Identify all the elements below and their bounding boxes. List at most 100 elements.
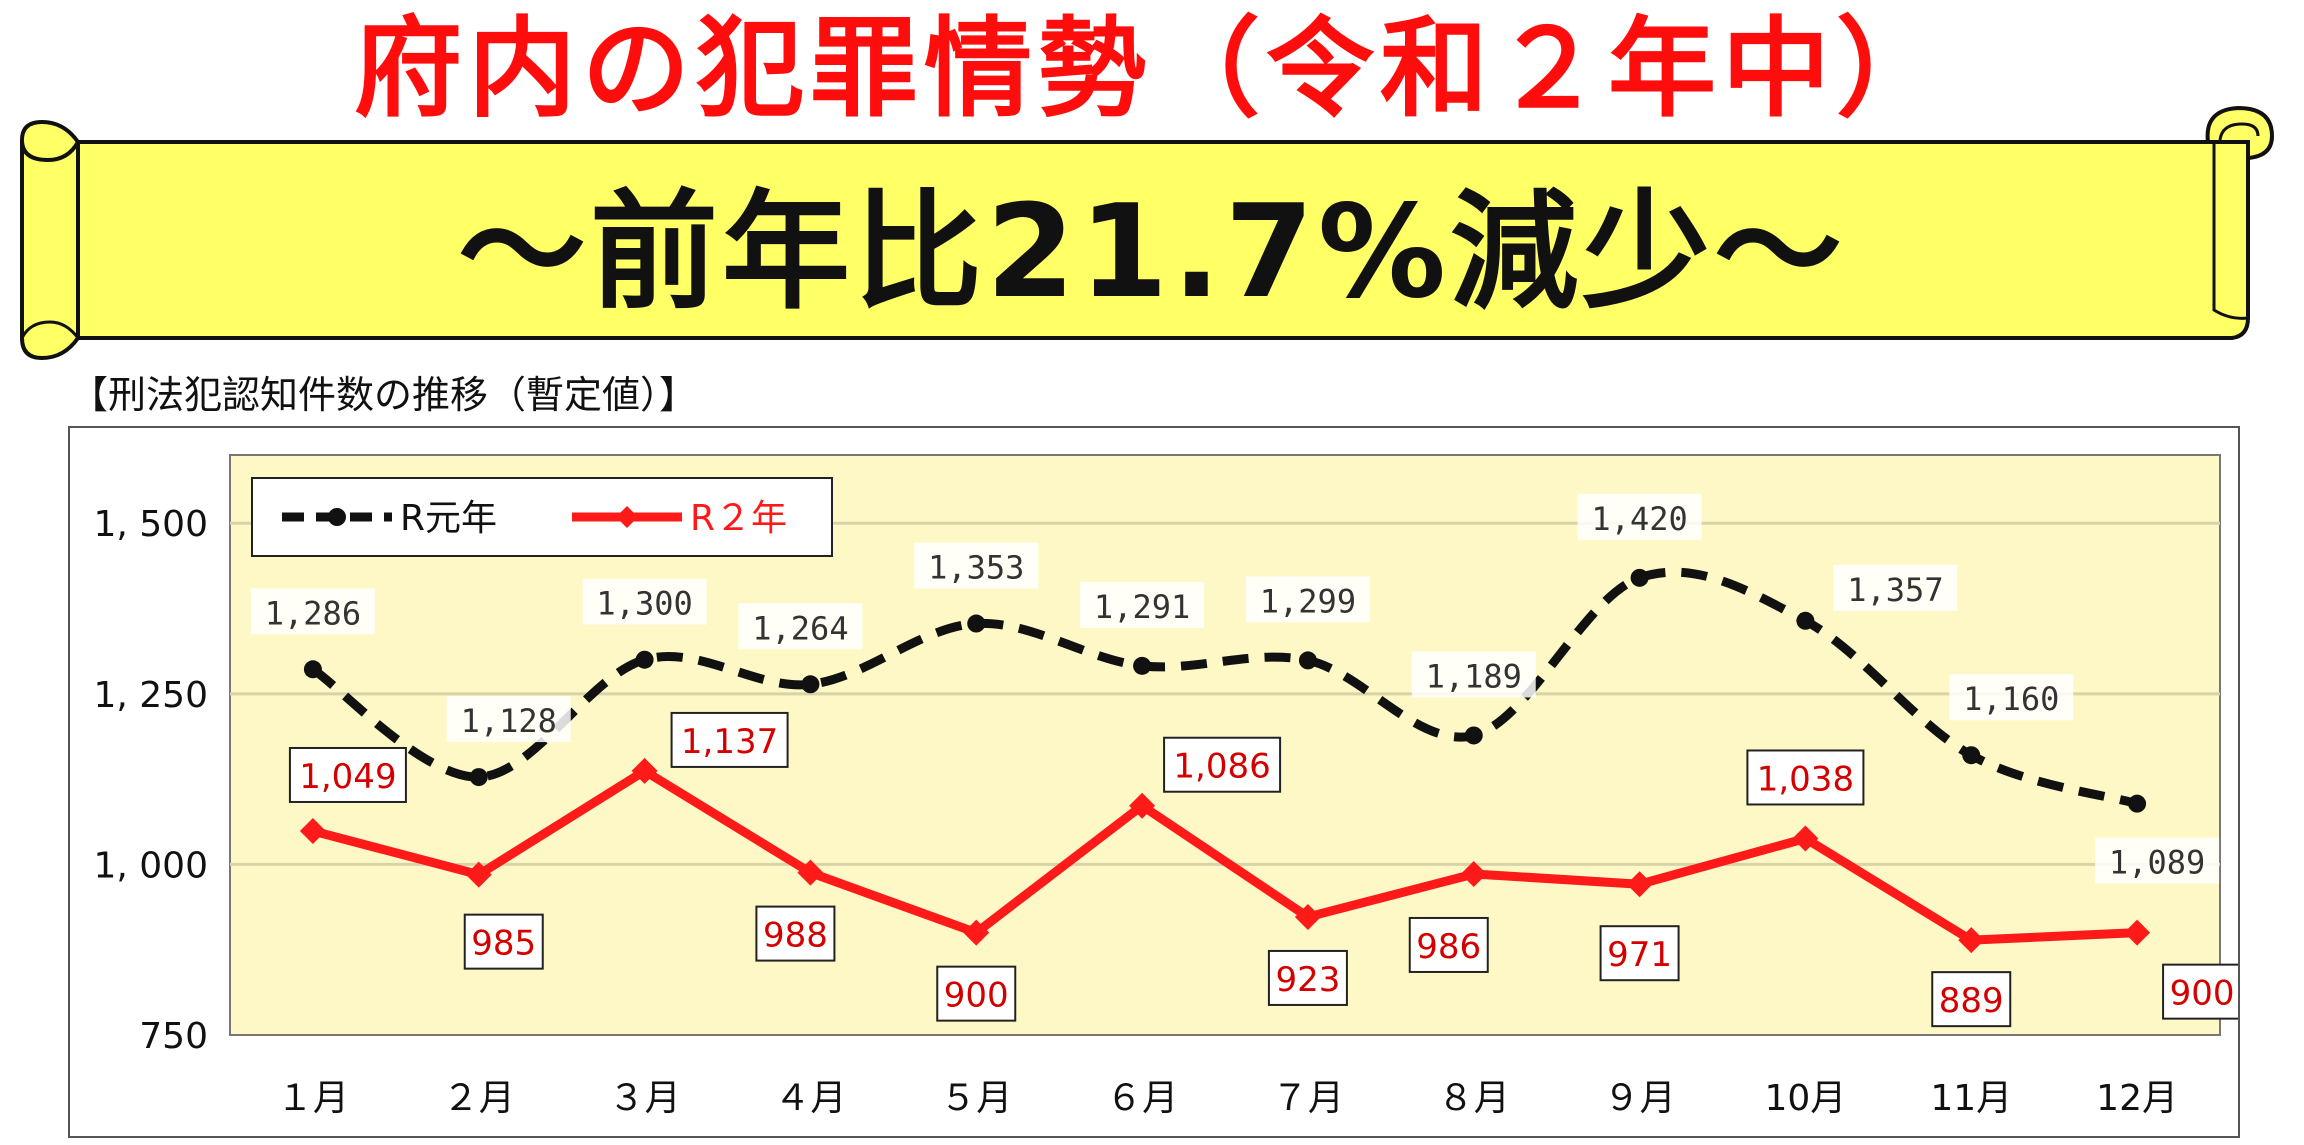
series-r2-label-box xyxy=(1408,916,1489,973)
series-r2-label-box xyxy=(755,905,836,962)
series-r2-data-label: 1,049 xyxy=(299,757,396,797)
series-r1-data-label: 1,264 xyxy=(752,609,848,647)
chart-frame: 750 1, 000 1, 250 1, 500 １月 ２月 ３月 ４月 ５月 ６月 ７月 ８月 ９月 1… xyxy=(68,426,2240,1138)
series-r1-point xyxy=(801,675,820,694)
series-r1-point xyxy=(635,650,654,669)
series-r1-label-bg xyxy=(738,603,863,650)
series-r1-point xyxy=(1298,651,1317,670)
series-r2-point xyxy=(1626,871,1653,898)
series-r1-point xyxy=(469,768,488,787)
series-r2-data-label: 1,137 xyxy=(681,722,778,762)
series-r1-point xyxy=(1464,726,1483,745)
series-r1-data-label: 1,089 xyxy=(2109,844,2205,882)
chart-subtitle: 【刑法犯認知件数の推移（暫定値）】 xyxy=(70,373,698,417)
series-r2-point xyxy=(1129,792,1156,819)
series-r1-point xyxy=(1796,611,1815,630)
x-tick-label: ７月 xyxy=(1272,1078,1344,1119)
x-tick-label: ６月 xyxy=(1106,1078,1178,1119)
series-r1-label-bg xyxy=(250,588,375,635)
series-r1-data-label: 1,300 xyxy=(596,585,692,623)
series-r2-point xyxy=(299,817,326,844)
series-r1-label-bg xyxy=(1245,576,1370,623)
series-r1-label-bg xyxy=(1949,674,2074,721)
series-r2-point xyxy=(1294,903,1321,930)
series-r2-data-label: 985 xyxy=(471,924,536,964)
series-r2-point xyxy=(465,861,492,888)
series-r1-line xyxy=(310,567,2139,809)
series-r2-data-label: 889 xyxy=(1939,981,2004,1021)
series-r2-label-box xyxy=(288,746,407,803)
x-tick-label: ９月 xyxy=(1604,1078,1676,1119)
series-r1-data-label: 1,353 xyxy=(928,549,1024,587)
series-r2-label-box xyxy=(1746,749,1865,806)
y-tick-label: 1, 000 xyxy=(93,845,208,886)
series-r1-label-bg xyxy=(1411,651,1536,698)
x-tick-label: ４月 xyxy=(774,1078,846,1119)
series-r1-label-bg xyxy=(446,696,571,743)
series-r1-data-label: 1,299 xyxy=(1260,582,1356,620)
series-r2-data-label: 1,038 xyxy=(1757,759,1854,799)
x-tick-label: ３月 xyxy=(609,1078,681,1119)
series-r2-data-label: 900 xyxy=(944,976,1009,1016)
series-r2-point xyxy=(2124,919,2151,946)
line-chart: 750 1, 000 1, 250 1, 500 １月 ２月 ３月 ４月 ５月 ６月 ７月 ８月 ９月 1… xyxy=(93,454,2238,1119)
series-r2-label-box xyxy=(1931,971,2012,1028)
series-r2-data-label: 923 xyxy=(1275,960,1340,1000)
series-r1-point xyxy=(1133,656,1152,675)
legend-r2-marker xyxy=(616,506,638,528)
x-tick-label: ８月 xyxy=(1438,1078,1510,1119)
series-r2-point xyxy=(963,919,990,946)
y-tick-label: 750 xyxy=(139,1016,208,1057)
series-r2-point xyxy=(797,859,824,886)
series-r1-data-label: 1,160 xyxy=(1963,680,2059,718)
y-tick-label: 1, 250 xyxy=(93,675,208,716)
series-r2-label-box xyxy=(936,965,1017,1022)
series-r1-data-label: 1,420 xyxy=(1591,500,1687,538)
series-r1-label-bg xyxy=(2095,837,2220,884)
series-r1-data-label: 1,291 xyxy=(1094,588,1190,626)
series-r2-label-box xyxy=(2162,963,2238,1020)
series-r2-data-label: 971 xyxy=(1607,935,1672,975)
x-tick-label: １月 xyxy=(277,1078,349,1119)
x-tick-label: 12月 xyxy=(2096,1078,2178,1119)
series-r1-label-bg xyxy=(914,542,1039,589)
x-tick-label: 11月 xyxy=(1930,1078,2012,1119)
x-tick-label: 10月 xyxy=(1765,1078,1847,1119)
series-r1-point xyxy=(967,614,986,633)
legend-r1-label: R元年 xyxy=(400,498,497,539)
banner-headline: ～前年比21.7%減少～ xyxy=(457,178,1847,327)
series-r2-data-label: 986 xyxy=(1416,927,1481,967)
series-r1-data-label: 1,128 xyxy=(461,702,557,740)
legend xyxy=(251,477,833,557)
y-tick-label: 1, 500 xyxy=(93,504,208,545)
series-r1-label-bg xyxy=(1577,493,1702,540)
series-r2-label-box xyxy=(463,913,544,970)
x-tick-label: ５月 xyxy=(940,1078,1012,1119)
series-r1-data-label: 1,357 xyxy=(1847,571,1943,609)
series-r2-point xyxy=(631,757,658,784)
series-r1-point xyxy=(2128,794,2147,813)
series-r2-point xyxy=(1792,825,1819,852)
series-r1-data-label: 1,189 xyxy=(1426,657,1522,695)
series-r2-data-label: 988 xyxy=(763,916,828,956)
series-r1-data-label: 1,286 xyxy=(265,594,361,632)
series-r1-point xyxy=(1962,746,1981,765)
series-r2-label-box xyxy=(670,711,789,768)
x-tick-label: ２月 xyxy=(443,1078,515,1119)
series-r2-label-box xyxy=(1163,736,1282,793)
series-r2-point xyxy=(1958,927,1985,954)
series-r1-label-bg xyxy=(582,578,707,625)
series-r2-data-label: 900 xyxy=(2170,974,2235,1014)
series-r2-label-box xyxy=(1599,925,1680,982)
legend-r1-marker xyxy=(328,508,346,526)
series-r2-point xyxy=(1460,860,1487,887)
series-r2-label-box xyxy=(1267,949,1348,1006)
series-r2-data-label: 1,086 xyxy=(1173,747,1270,787)
scroll-banner xyxy=(20,105,2275,361)
series-r1-label-bg xyxy=(1833,564,1958,611)
series-r1-label-bg xyxy=(1080,581,1205,628)
legend-r2-label: R２年 xyxy=(690,498,787,539)
series-r2-line xyxy=(311,766,2138,945)
series-r1-point xyxy=(303,660,322,679)
page-title: 府内の犯罪情勢（令和２年中） xyxy=(353,7,1950,132)
